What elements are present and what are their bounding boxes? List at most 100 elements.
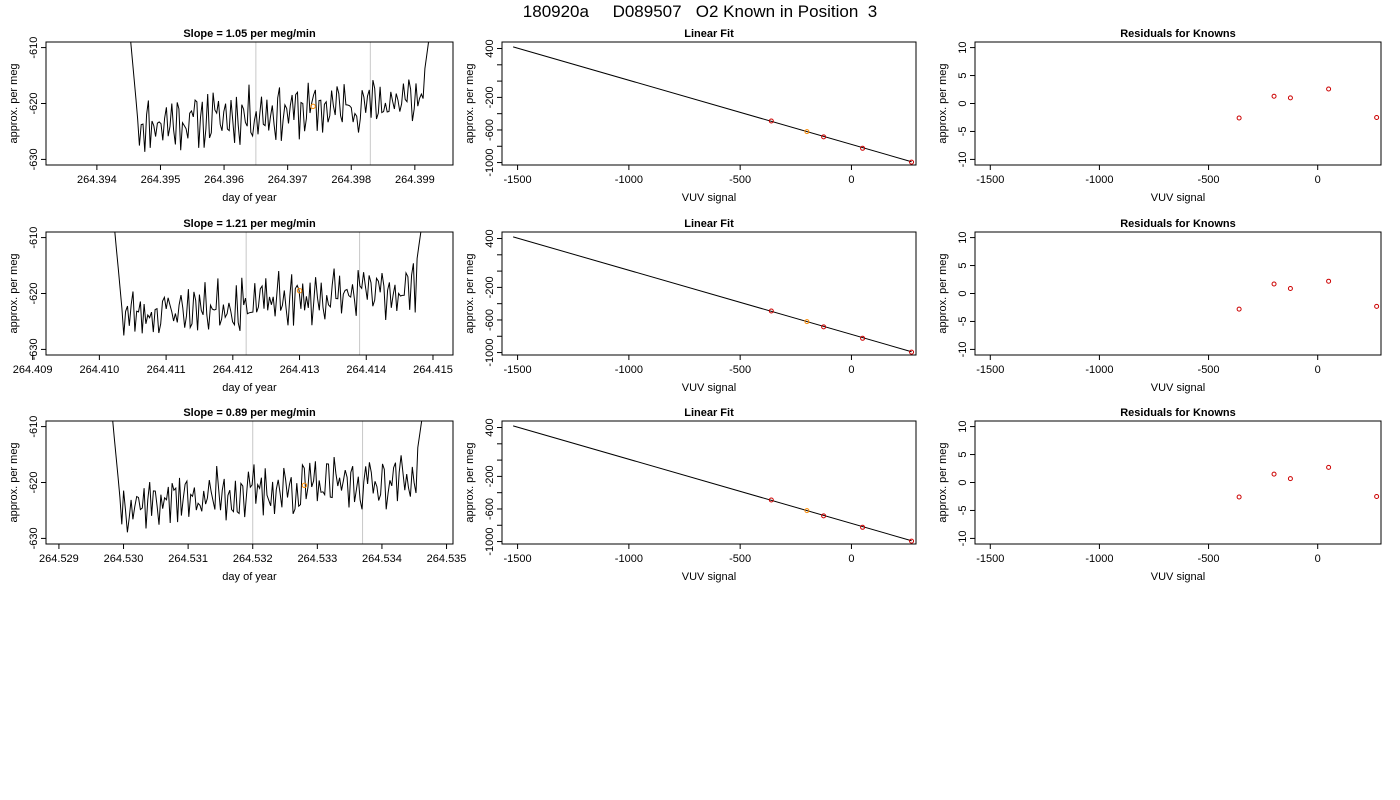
known-point (909, 538, 915, 544)
chart-panel-1: Slope = 1.05 per meg/min 264.394 264.395 26… (8, 28, 454, 204)
x-tick-label: 0 (848, 174, 854, 186)
known-point (860, 524, 866, 530)
fit-line (512, 425, 912, 542)
x-tick-label: 264.414 (346, 364, 386, 376)
x-tick-label: -1500 (976, 553, 1004, 565)
known-point (1287, 95, 1293, 101)
x-tick-label: 264.412 (213, 364, 253, 376)
fit-line (512, 236, 912, 353)
x-tick-label: -1500 (976, 174, 1004, 186)
x-tick-label: -500 (729, 553, 751, 565)
x-tick-label: -1500 (504, 553, 532, 565)
known-point (1374, 303, 1380, 309)
plot-frame (974, 420, 1382, 545)
known-point (1326, 86, 1332, 92)
y-tick-label: -600 (484, 119, 496, 141)
y-tick-label: -600 (484, 309, 496, 331)
fit-line (512, 46, 912, 163)
y-tick-label: -1000 (484, 148, 496, 176)
x-tick-label: -500 (1198, 553, 1220, 565)
chart-panel-2: Linear Fit -1500 -1000 -500 0 -1000 -600 -200 40… (464, 28, 917, 204)
x-axis-label: day of year (222, 571, 277, 583)
x-tick-label: -1500 (976, 364, 1004, 376)
y-tick-label: -630 (28, 148, 40, 170)
known-point (1374, 114, 1380, 120)
known-point (768, 308, 774, 314)
time-series-line (114, 232, 422, 336)
chart-title: Residuals for Knowns (1120, 407, 1236, 419)
y-tick-label: -620 (28, 92, 40, 114)
known-point (1236, 494, 1242, 500)
plot-frame (45, 231, 454, 356)
chart-panel-4: Slope = 1.21 per meg/min 264.409 264.410 26… (8, 218, 454, 394)
x-tick-label: 264.529 (39, 553, 79, 565)
y-tick-label: 5 (957, 451, 969, 457)
y-tick-label: -1000 (484, 338, 496, 366)
x-axis-label: day of year (222, 192, 277, 204)
x-tick-label: 264.532 (233, 553, 273, 565)
known-point (909, 159, 915, 165)
x-tick-label: 264.530 (104, 553, 144, 565)
x-tick-label: 264.534 (362, 553, 402, 565)
x-tick-label: 264.533 (297, 553, 337, 565)
x-tick-label: 264.410 (79, 364, 119, 376)
x-axis-label: VUV signal (682, 192, 736, 204)
x-tick-label: -500 (729, 174, 751, 186)
y-tick-label: 0 (957, 290, 969, 296)
time-series-line (112, 421, 423, 533)
y-tick-label: -630 (28, 527, 40, 549)
known-point (1271, 93, 1277, 99)
y-tick-label: -200 (484, 465, 496, 487)
plot-area (1236, 464, 1380, 500)
plot-frame (501, 231, 917, 356)
y-tick-label: 400 (484, 229, 496, 247)
plot-area (512, 46, 915, 165)
y-tick-label: -200 (484, 276, 496, 298)
known-point (1271, 281, 1277, 287)
y-tick-label: 5 (957, 262, 969, 268)
x-tick-label: 264.397 (268, 174, 308, 186)
known-point (1287, 285, 1293, 291)
y-tick-label: 10 (957, 420, 969, 432)
page-title: 180920a D089507 O2 Known in Position 3 (522, 2, 878, 21)
y-tick-label: -5 (957, 506, 969, 516)
x-tick-label: -1000 (615, 553, 643, 565)
known-point (821, 324, 827, 330)
x-axis-label: VUV signal (1151, 192, 1205, 204)
x-tick-label: 0 (1315, 364, 1321, 376)
x-tick-label: 0 (1315, 553, 1321, 565)
known-point (1236, 115, 1242, 121)
x-tick-label: -1000 (1085, 364, 1113, 376)
chart-panel-3: Residuals for Knowns -1500 -1000 -500 0 -10 -5… (937, 28, 1382, 204)
x-tick-label: 264.394 (77, 174, 117, 186)
y-tick-label: 5 (957, 72, 969, 78)
x-tick-label: -1500 (504, 174, 532, 186)
plot-area (1236, 278, 1380, 312)
y-tick-label: -610 (28, 227, 40, 249)
x-tick-label: -1000 (1085, 553, 1113, 565)
x-tick-label: 264.535 (427, 553, 467, 565)
y-axis-label: approx. per meg (464, 63, 476, 143)
x-tick-label: 264.395 (141, 174, 181, 186)
chart-panel-7: Slope = 0.89 per meg/min 264.529 264.530 26… (8, 407, 467, 583)
plot-frame (45, 420, 454, 545)
x-tick-label: 0 (848, 364, 854, 376)
x-tick-label: 264.415 (413, 364, 453, 376)
plot-frame (974, 231, 1382, 356)
y-tick-label: -630 (28, 338, 40, 360)
x-axis-label: VUV signal (682, 571, 736, 583)
x-axis-label: VUV signal (1151, 571, 1205, 583)
x-tick-label: 264.399 (395, 174, 435, 186)
y-tick-label: 400 (484, 39, 496, 57)
x-tick-label: -500 (1198, 174, 1220, 186)
chart-panel-9: Residuals for Knowns -1500 -1000 -500 0 -10 -5… (937, 407, 1382, 583)
y-tick-label: -200 (484, 86, 496, 108)
x-tick-label: 264.396 (204, 174, 244, 186)
plot-frame (974, 41, 1382, 166)
x-tick-label: -1500 (504, 364, 532, 376)
plot-area (130, 42, 430, 165)
known-point (860, 335, 866, 341)
x-tick-label: 0 (848, 553, 854, 565)
chart-title: Linear Fit (684, 28, 734, 40)
y-tick-label: -600 (484, 498, 496, 520)
